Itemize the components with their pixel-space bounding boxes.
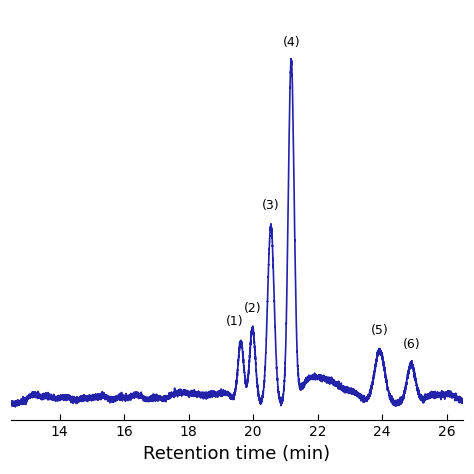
Text: (6): (6) xyxy=(402,337,420,351)
Text: (4): (4) xyxy=(283,36,300,49)
Text: (1): (1) xyxy=(226,315,244,328)
Text: (5): (5) xyxy=(371,324,389,337)
Text: (3): (3) xyxy=(262,200,280,212)
X-axis label: Retention time (min): Retention time (min) xyxy=(144,445,330,463)
Text: (2): (2) xyxy=(244,302,261,315)
